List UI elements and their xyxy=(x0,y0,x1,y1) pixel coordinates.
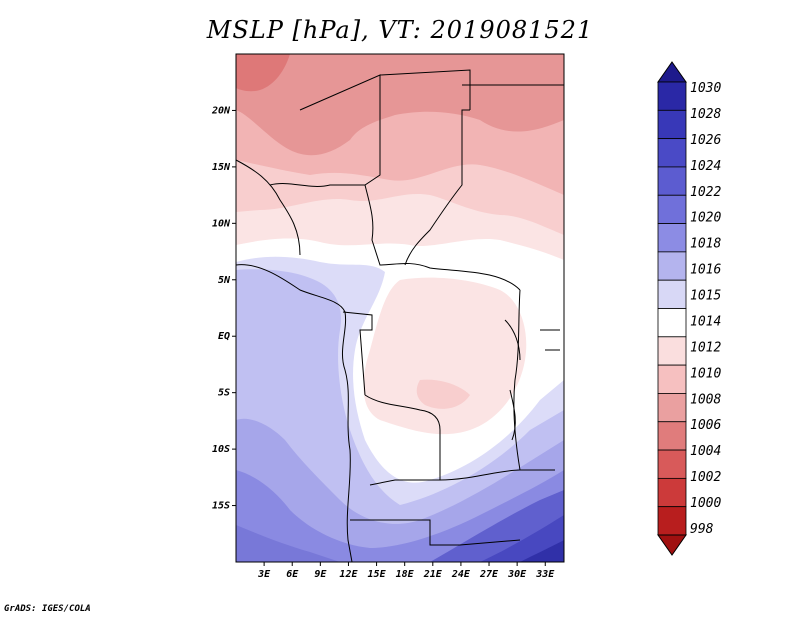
colorbar-label: 1026 xyxy=(690,133,721,148)
colorbar: 1030 1028 1026 1024 1022 1020 1018 1016 1015 1014… xyxy=(657,61,721,556)
colorbar-segment xyxy=(657,336,687,366)
lon-label: 12E xyxy=(339,569,358,580)
colorbar-segment xyxy=(657,279,687,309)
colorbar-segment xyxy=(657,166,687,196)
colorbar-label: 1028 xyxy=(690,107,721,122)
map-frame xyxy=(235,53,565,563)
colorbar-label: 998 xyxy=(690,522,714,537)
colorbar-label: 1006 xyxy=(690,418,721,433)
lon-label: 30E xyxy=(507,569,527,580)
colorbar-label: 1016 xyxy=(690,263,721,278)
lat-label: 5S xyxy=(218,388,230,399)
colorbar-top-arrow xyxy=(657,61,687,83)
lon-label: 9E xyxy=(314,569,327,580)
lon-label: 3E xyxy=(257,569,271,580)
lat-label: 15N xyxy=(212,162,231,173)
lat-label: 10N xyxy=(212,218,231,229)
lon-label: 6E xyxy=(286,569,299,580)
colorbar-label: 1000 xyxy=(690,496,721,511)
colorbar-label: 1014 xyxy=(690,314,721,329)
colorbar-segment xyxy=(657,138,687,168)
colorbar-segment xyxy=(657,81,687,111)
colorbar-label: 1010 xyxy=(690,366,721,381)
lat-label: 10S xyxy=(212,444,230,455)
colorbar-segment xyxy=(657,506,687,536)
lat-label: 20N xyxy=(211,105,231,116)
axis-ticks: 20N 15N 10N 5N EQ 5S 10S 15S 3E 6E 9E 12E 15E 18E 21E 2… xyxy=(211,105,555,580)
colorbar-label: 1002 xyxy=(690,470,721,485)
grads-credit: GrADS: IGES/COLA xyxy=(4,604,91,614)
lon-label: 18E xyxy=(396,569,415,580)
colorbar-label: 1015 xyxy=(690,289,721,304)
pressure-field xyxy=(236,54,564,562)
lat-label: 5N xyxy=(218,275,231,286)
colorbar-segment xyxy=(657,194,687,224)
colorbar-label: 1004 xyxy=(690,444,721,459)
lon-label: 24E xyxy=(451,569,471,580)
colorbar-label: 1012 xyxy=(690,340,721,355)
colorbar-label: 1018 xyxy=(690,237,721,252)
chart-title: MSLP [hPa], VT: 2019081521 xyxy=(206,16,594,44)
colorbar-segment xyxy=(657,364,687,394)
colorbar-label: 1020 xyxy=(690,211,721,226)
colorbar-segment xyxy=(657,393,687,423)
lon-label: 27E xyxy=(479,569,499,580)
colorbar-label: 1022 xyxy=(690,185,721,200)
lat-label: 15S xyxy=(212,501,230,512)
lon-label: 15E xyxy=(368,569,387,580)
lat-label: EQ xyxy=(218,331,230,342)
colorbar-label: 1008 xyxy=(690,392,721,407)
colorbar-segment xyxy=(657,449,687,479)
colorbar-segment xyxy=(657,477,687,508)
colorbar-segment xyxy=(657,251,687,281)
colorbar-segment xyxy=(657,421,687,451)
colorbar-bottom-arrow xyxy=(657,534,687,556)
lon-label: 21E xyxy=(423,569,443,580)
colorbar-label: 1030 xyxy=(690,81,721,96)
country-borders xyxy=(236,69,564,562)
colorbar-segment xyxy=(657,223,687,253)
colorbar-label: 1024 xyxy=(690,159,721,174)
lon-label: 33E xyxy=(535,569,555,580)
colorbar-segment xyxy=(657,308,687,338)
colorbar-segment xyxy=(657,109,687,140)
